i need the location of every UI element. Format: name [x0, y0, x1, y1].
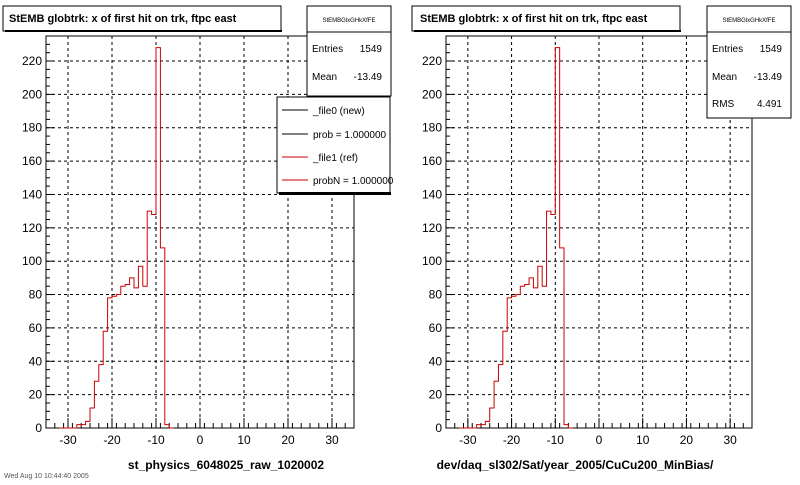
legend-label-prob: prob = 1.000000	[313, 130, 387, 141]
left-grid	[46, 36, 354, 428]
right-panel: StEMB globtrk: x of first hit on trk, ft…	[411, 5, 792, 472]
legend-label-probN: probN = 1.000000	[313, 176, 394, 187]
right-stats-entries-label: Entries	[712, 44, 743, 55]
x-tick-label: -10	[547, 433, 565, 447]
left-stats-name: StEMBGlxGHkXfFE	[322, 18, 375, 24]
left-title-shadow	[5, 30, 282, 32]
y-tick-label: 140	[422, 187, 442, 201]
y-tick-label: 60	[29, 321, 43, 335]
left-stats-box	[306, 5, 392, 97]
right-x-label: dev/daq_sl302/Sat/year_2005/CuCu200_MinB…	[437, 458, 714, 472]
y-tick-label: 180	[422, 121, 442, 135]
left-x-axis: -30 -20 -10 0 10 20 30	[45, 418, 355, 447]
legend-label-file1: _file1 (ref)	[312, 153, 358, 164]
legend-label-file0: _file0 (new)	[312, 106, 365, 117]
left-stats-entries-label: Entries	[312, 44, 343, 55]
x-tick-label: 20	[281, 433, 295, 447]
y-tick-label: 80	[429, 288, 443, 302]
x-tick-label: 20	[680, 433, 694, 447]
y-tick-label: 20	[429, 388, 443, 402]
histogram-series-line	[59, 47, 174, 429]
right-stats-rms-value: 4.491	[757, 99, 782, 110]
y-tick-label: 200	[22, 87, 42, 101]
y-tick-label: 220	[22, 54, 42, 68]
left-title-box	[2, 5, 282, 32]
left-stats-mean-value: -13.49	[354, 72, 383, 83]
legend-shadow	[279, 192, 391, 195]
histogram-series-line	[459, 47, 573, 429]
right-x-axis: -30 -20 -10 0 10 20 30	[445, 418, 753, 447]
x-tick-label: -20	[103, 433, 121, 447]
legend-box	[276, 96, 391, 194]
right-stats-mean-label: Mean	[712, 72, 737, 83]
right-stats-rms-label: RMS	[712, 99, 735, 110]
left-y-axis: 0 20 40 60 80 100 120 140 160 180 200 220	[22, 35, 54, 435]
x-tick-label: 30	[325, 433, 339, 447]
y-tick-label: 120	[422, 221, 442, 235]
y-tick-label: 40	[29, 354, 43, 368]
y-tick-label: 40	[429, 354, 443, 368]
y-tick-label: 100	[422, 254, 442, 268]
x-tick-label: 30	[723, 433, 737, 447]
x-tick-label: 0	[197, 433, 204, 447]
x-tick-label: -30	[59, 433, 77, 447]
x-tick-label: 0	[596, 433, 603, 447]
x-tick-label: -20	[503, 433, 521, 447]
y-tick-label: 0	[35, 421, 42, 435]
left-panel: StEMB globtrk: x of first hit on trk, ft…	[2, 5, 394, 472]
y-tick-label: 100	[22, 254, 42, 268]
left-histogram	[59, 47, 174, 429]
y-tick-label: 60	[429, 321, 443, 335]
y-tick-label: 140	[22, 187, 42, 201]
y-tick-label: 200	[422, 87, 442, 101]
y-tick-label: 220	[422, 54, 442, 68]
y-tick-label: 160	[22, 154, 42, 168]
left-stats-entries-value: 1549	[360, 44, 383, 55]
x-tick-label: 10	[636, 433, 650, 447]
right-stats-mean-value: -13.49	[754, 72, 783, 83]
y-tick-label: 0	[435, 421, 442, 435]
x-tick-label: -30	[459, 433, 477, 447]
right-title: StEMB globtrk: x of first hit on trk, ft…	[420, 13, 648, 25]
footer-timestamp: Wed Aug 10 10:44:40 2005	[4, 473, 89, 480]
y-tick-label: 80	[29, 288, 43, 302]
right-stats-entries-value: 1549	[760, 44, 783, 55]
left-x-label: st_physics_6048025_raw_1020002	[128, 458, 324, 472]
y-tick-label: 20	[29, 388, 43, 402]
y-tick-label: 180	[22, 121, 42, 135]
right-grid	[446, 36, 752, 428]
left-stats-mean-label: Mean	[312, 72, 337, 83]
right-stats-name: StEMBGlxGHkXfFE	[722, 18, 775, 24]
left-title: StEMB globtrk: x of first hit on trk, ft…	[9, 13, 237, 25]
right-stats-box	[706, 5, 792, 119]
x-tick-label: 10	[237, 433, 251, 447]
right-histogram	[459, 47, 573, 429]
x-tick-label: -10	[147, 433, 165, 447]
right-y-axis: 0 20 40 60 80 100 120 140 160 180 200 220	[422, 35, 454, 435]
right-title-box	[411, 5, 681, 32]
right-title-shadow	[414, 30, 681, 32]
y-tick-label: 120	[22, 221, 42, 235]
y-tick-label: 160	[422, 154, 442, 168]
